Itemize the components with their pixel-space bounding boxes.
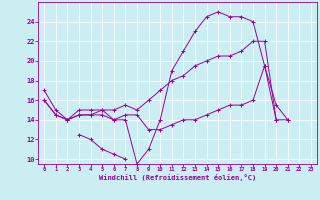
X-axis label: Windchill (Refroidissement éolien,°C): Windchill (Refroidissement éolien,°C) [99,174,256,181]
